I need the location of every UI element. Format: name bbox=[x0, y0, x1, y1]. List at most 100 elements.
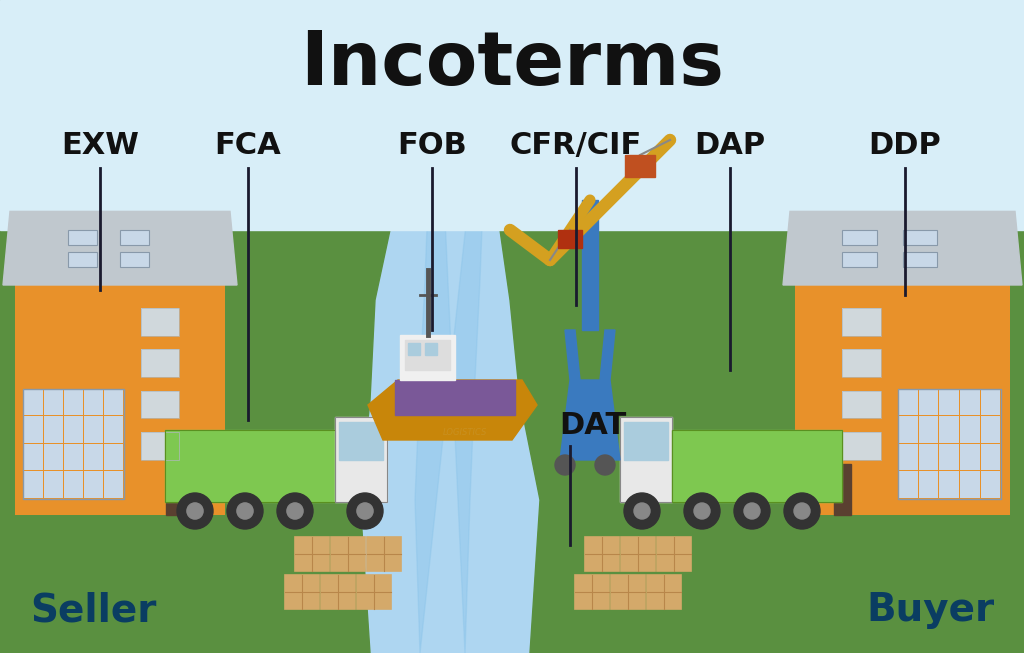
Bar bbox=[843, 308, 881, 336]
Bar bbox=[285, 575, 319, 609]
Bar bbox=[141, 308, 179, 336]
Bar bbox=[672, 430, 842, 502]
Bar bbox=[843, 252, 877, 266]
Bar bbox=[68, 252, 97, 266]
Bar bbox=[898, 416, 918, 443]
Circle shape bbox=[287, 503, 303, 519]
Bar bbox=[981, 443, 1000, 470]
Bar bbox=[120, 252, 150, 266]
Bar bbox=[63, 416, 83, 443]
Bar bbox=[141, 432, 179, 460]
Polygon shape bbox=[0, 0, 410, 653]
Bar bbox=[104, 416, 123, 443]
Bar bbox=[843, 252, 877, 266]
Bar bbox=[44, 471, 62, 498]
Bar bbox=[104, 471, 123, 498]
Text: CFR/CIF: CFR/CIF bbox=[510, 131, 642, 160]
Bar bbox=[68, 252, 97, 266]
Bar bbox=[44, 443, 62, 470]
Bar bbox=[898, 389, 1001, 499]
Bar bbox=[0, 0, 1024, 230]
Bar bbox=[624, 422, 668, 460]
Circle shape bbox=[187, 503, 203, 519]
Bar bbox=[44, 416, 62, 443]
Circle shape bbox=[784, 493, 820, 529]
Bar bbox=[939, 416, 959, 443]
Bar bbox=[620, 417, 672, 502]
Bar bbox=[24, 389, 124, 499]
Bar bbox=[843, 390, 881, 419]
Bar bbox=[295, 537, 329, 571]
Text: FCA: FCA bbox=[215, 131, 282, 160]
Circle shape bbox=[794, 503, 810, 519]
Bar bbox=[335, 417, 387, 502]
Bar bbox=[585, 537, 618, 571]
Bar bbox=[902, 252, 937, 266]
Text: DAP: DAP bbox=[694, 131, 766, 160]
Bar bbox=[166, 464, 183, 515]
Bar bbox=[575, 575, 609, 609]
Polygon shape bbox=[783, 212, 1022, 285]
Bar bbox=[843, 308, 881, 336]
Bar bbox=[834, 464, 851, 515]
Bar bbox=[104, 443, 123, 470]
Circle shape bbox=[684, 493, 720, 529]
Bar bbox=[620, 417, 672, 502]
Bar bbox=[425, 343, 437, 355]
Bar bbox=[843, 349, 881, 377]
Bar bbox=[647, 575, 681, 609]
Bar bbox=[843, 432, 881, 460]
Bar bbox=[981, 416, 1000, 443]
Circle shape bbox=[177, 493, 213, 529]
Bar bbox=[24, 389, 43, 415]
Circle shape bbox=[734, 493, 770, 529]
Bar bbox=[919, 416, 938, 443]
Bar bbox=[902, 252, 937, 266]
Bar bbox=[961, 471, 980, 498]
Bar bbox=[357, 575, 391, 609]
Bar bbox=[84, 389, 103, 415]
Bar bbox=[141, 390, 179, 419]
Bar bbox=[795, 285, 1010, 515]
Bar bbox=[939, 443, 959, 470]
Bar bbox=[141, 390, 179, 419]
Bar bbox=[335, 417, 387, 502]
Bar bbox=[961, 443, 980, 470]
Bar bbox=[141, 308, 179, 336]
Circle shape bbox=[347, 493, 383, 529]
Text: DAT: DAT bbox=[559, 411, 627, 440]
Bar bbox=[902, 230, 937, 244]
Bar bbox=[898, 389, 918, 415]
Bar bbox=[141, 349, 179, 377]
Bar bbox=[961, 416, 980, 443]
Bar bbox=[408, 343, 420, 355]
Bar bbox=[843, 390, 881, 419]
Bar bbox=[84, 471, 103, 498]
Text: Incoterms: Incoterms bbox=[300, 29, 724, 101]
Bar bbox=[558, 230, 582, 248]
Polygon shape bbox=[480, 0, 1024, 653]
Circle shape bbox=[555, 455, 575, 475]
Text: Seller: Seller bbox=[30, 591, 157, 629]
Bar bbox=[84, 416, 103, 443]
Bar bbox=[919, 389, 938, 415]
Text: Buyer: Buyer bbox=[866, 591, 994, 629]
Bar bbox=[611, 575, 645, 609]
Bar bbox=[63, 389, 83, 415]
Text: DDP: DDP bbox=[868, 131, 941, 160]
Bar bbox=[321, 575, 355, 609]
Bar bbox=[400, 335, 455, 380]
Bar bbox=[843, 230, 877, 244]
Bar bbox=[672, 430, 842, 502]
Circle shape bbox=[634, 503, 650, 519]
Bar bbox=[68, 230, 97, 244]
Bar bbox=[961, 389, 980, 415]
Bar bbox=[406, 340, 450, 370]
Circle shape bbox=[227, 493, 263, 529]
Bar bbox=[120, 230, 150, 244]
Bar bbox=[24, 416, 43, 443]
Bar bbox=[24, 471, 43, 498]
Bar bbox=[84, 443, 103, 470]
Bar bbox=[625, 155, 655, 177]
Circle shape bbox=[694, 503, 710, 519]
